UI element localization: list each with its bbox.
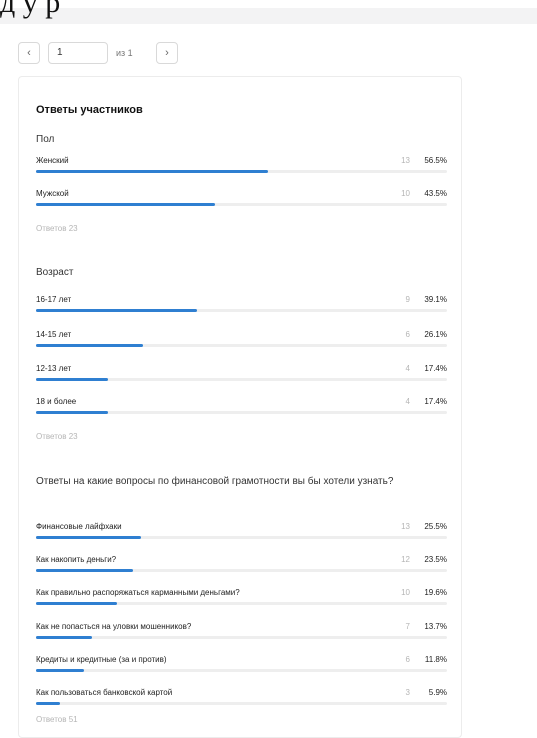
answer-label: Мужской: [36, 189, 69, 198]
answer-percent: 25.5%: [424, 522, 447, 531]
answer-label: Как правильно распоряжаться карманными д…: [36, 588, 240, 597]
answer-row: 12-13 лет 4 17.4%: [36, 360, 447, 388]
answer-count: 3: [405, 688, 410, 697]
answer-percent: 5.9%: [428, 688, 447, 697]
answer-count: 7: [405, 622, 410, 631]
answer-count: 10: [401, 588, 410, 597]
answer-bar-fill: [36, 602, 117, 605]
answer-count: 4: [405, 397, 410, 406]
prev-page-button[interactable]: ‹: [18, 42, 40, 64]
answer-percent: 43.5%: [424, 189, 447, 198]
answer-bar-track: [36, 344, 447, 347]
answer-bar-track: [36, 309, 447, 312]
answer-bar-track: [36, 170, 447, 173]
answer-row: Кредиты и кредитные (за и против) 6 11.8…: [36, 651, 447, 679]
answer-label: Кредиты и кредитные (за и против): [36, 655, 167, 664]
answer-bar-track: [36, 569, 447, 572]
answer-count: 9: [405, 295, 410, 304]
answer-percent: 23.5%: [424, 555, 447, 564]
answer-row: Как правильно распоряжаться карманными д…: [36, 584, 447, 612]
answer-bar-track: [36, 702, 447, 705]
answer-bar-track: [36, 411, 447, 414]
answer-percent: 26.1%: [424, 330, 447, 339]
answer-percent: 17.4%: [424, 397, 447, 406]
answer-bar-fill: [36, 636, 93, 639]
answer-row: 16-17 лет 9 39.1%: [36, 291, 447, 319]
answer-percent: 17.4%: [424, 364, 447, 373]
answer-label: Женский: [36, 156, 69, 165]
answer-row: 18 и более 4 17.4%: [36, 393, 447, 421]
answer-row: 14-15 лет 6 26.1%: [36, 326, 447, 354]
page-count-label: из 1: [116, 48, 133, 58]
answer-label: Как накопить деньги?: [36, 555, 117, 564]
answer-bar-fill: [36, 569, 133, 572]
answer-count: 6: [405, 330, 410, 339]
answer-bar-fill: [36, 344, 144, 347]
card-title: Ответы участников: [36, 104, 143, 116]
answer-bar-fill: [36, 378, 108, 381]
answer-label: Как не попасться на уловки мошенников?: [36, 622, 192, 631]
answer-bar-fill: [36, 536, 141, 539]
answer-bar-track: [36, 602, 447, 605]
answer-row: Финансовые лайфхаки 13 25.5%: [36, 518, 447, 546]
answer-percent: 56.5%: [424, 156, 447, 165]
answer-label: 12-13 лет: [36, 364, 72, 373]
answer-row: Мужской 10 43.5%: [36, 185, 447, 213]
header-partial-text: д у р: [0, 0, 61, 19]
answer-count: 4: [405, 364, 410, 373]
answer-bar-track: [36, 378, 447, 381]
answer-bar-fill: [36, 669, 85, 672]
answer-row: Как накопить деньги? 12 23.5%: [36, 551, 447, 579]
answer-label: 18 и более: [36, 397, 77, 406]
answer-bar-track: [36, 669, 447, 672]
answer-label: 14-15 лет: [36, 330, 72, 339]
answer-bar-fill: [36, 411, 108, 414]
answer-percent: 11.8%: [424, 655, 447, 664]
answer-count: 10: [401, 189, 410, 198]
answer-label: 16-17 лет: [36, 295, 72, 304]
responses-total: Ответов 23: [36, 224, 78, 233]
answer-bar-track: [36, 536, 447, 539]
answer-label: Как пользоваться банковской картой: [36, 688, 173, 697]
chevron-right-icon: ›: [165, 47, 169, 59]
answer-bar-fill: [36, 170, 269, 173]
answer-bar-fill: [36, 309, 197, 312]
answer-bar-track: [36, 636, 447, 639]
question-title: Пол: [36, 134, 55, 145]
answer-bar-track: [36, 203, 447, 206]
answer-row: Женский 13 56.5%: [36, 152, 447, 180]
chevron-left-icon: ‹: [27, 47, 31, 59]
answer-count: 12: [401, 555, 410, 564]
answer-count: 13: [401, 156, 410, 165]
answer-percent: 39.1%: [424, 295, 447, 304]
answer-row: Как не попасться на уловки мошенников? 7…: [36, 618, 447, 646]
next-page-button[interactable]: ›: [156, 42, 178, 64]
top-band: [0, 8, 537, 24]
answer-count: 6: [405, 655, 410, 664]
question-title: Возраст: [36, 267, 74, 278]
responses-total: Ответов 23: [36, 432, 78, 441]
answer-count: 13: [401, 522, 410, 531]
answer-bar-fill: [36, 702, 61, 705]
answer-label: Финансовые лайфхаки: [36, 522, 122, 531]
answer-percent: 19.6%: [424, 588, 447, 597]
question-title: Ответы на какие вопросы по финансовой гр…: [36, 476, 394, 487]
answer-bar-fill: [36, 203, 215, 206]
answer-percent: 13.7%: [424, 622, 447, 631]
responses-card: Ответы участников Пол Женский 13 56.5% М…: [18, 76, 462, 738]
page-number-input[interactable]: 1: [48, 42, 108, 64]
pagination: ‹ 1 из 1 ›: [18, 42, 178, 64]
answer-row: Как пользоваться банковской картой 3 5.9…: [36, 684, 447, 712]
